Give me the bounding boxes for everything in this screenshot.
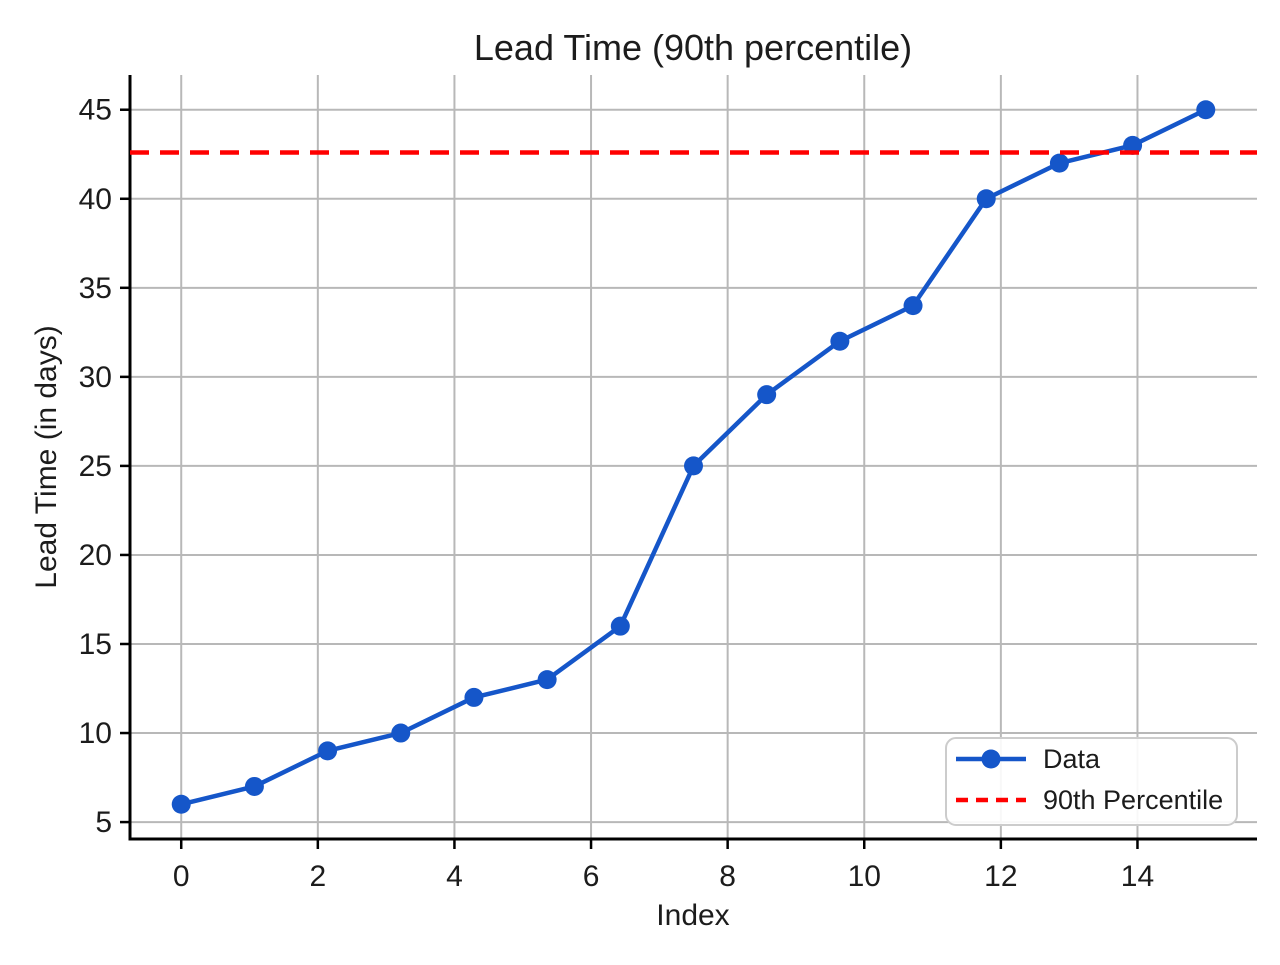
data-point-marker [610,616,630,636]
y-tick-label: 10 [79,717,112,750]
x-tick-label: 8 [719,860,736,893]
y-tick-label: 5 [95,806,112,839]
data-point-marker [391,723,411,743]
x-tick-label: 14 [1121,860,1154,893]
y-tick-label: 25 [79,450,112,483]
x-tick-label: 0 [173,860,190,893]
data-point-marker [171,794,191,814]
data-point-marker [757,385,777,405]
x-tick-label: 6 [583,860,600,893]
data-point-marker [464,687,484,707]
data-point-marker [684,456,703,476]
y-tick-label: 35 [79,272,112,305]
x-tick-label: 2 [309,860,326,893]
data-point-marker [830,331,850,351]
data-point-marker [1196,100,1216,120]
x-tick-label: 4 [446,860,463,893]
data-point-marker [1123,135,1143,155]
x-tick-label: 12 [984,860,1017,893]
data-point-marker [537,670,557,690]
y-tick-label: 30 [79,361,112,394]
legend-marker-sample [981,749,1001,769]
y-tick-label: 40 [79,183,112,216]
data-point-marker [318,741,338,761]
y-axis-label: Lead Time (in days) [30,325,63,588]
legend-label-percentile: 90th Percentile [1043,785,1223,815]
y-tick-label: 45 [79,94,112,127]
data-point-marker [1049,153,1069,173]
legend-label-data: Data [1043,744,1101,774]
y-tick-label: 20 [79,539,112,572]
data-point-marker [903,296,923,316]
x-tick-label: 10 [848,860,881,893]
y-tick-label: 15 [79,628,112,661]
data-point-marker [244,776,264,796]
chart-title: Lead Time (90th percentile) [474,27,912,68]
data-point-marker [976,189,996,209]
x-axis-label: Index [656,899,729,932]
